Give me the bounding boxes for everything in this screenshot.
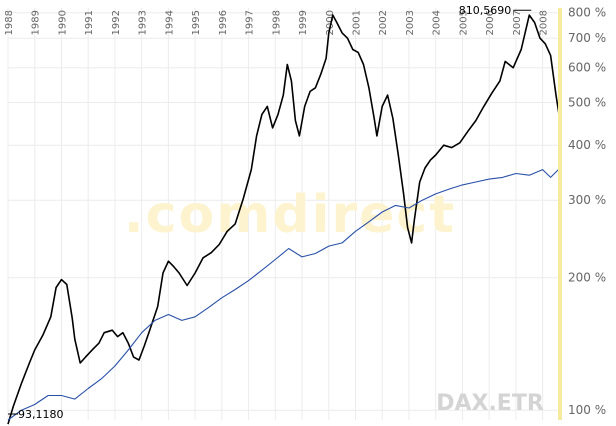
x-tick-label: 1995 (191, 10, 202, 35)
annotations: 810,5690 93,1180 (8, 4, 532, 421)
series-line-primary (7, 14, 561, 425)
y-tick-label: 100 % (568, 403, 606, 417)
y-tick-label: 700 % (568, 31, 606, 45)
x-tick-label: 1992 (111, 10, 122, 35)
y-tick-label: 500 % (568, 96, 606, 110)
x-tick-label: 1993 (138, 10, 149, 35)
max-label: 810,5690 (459, 4, 512, 17)
x-tick-label: 1998 (271, 10, 282, 35)
watermark-logo: .comdirect (124, 185, 456, 245)
x-tick-label: 2008 (539, 10, 550, 35)
min-label: 93,1180 (18, 408, 64, 421)
x-tick-label: 1991 (84, 10, 95, 35)
y-tick-label: 800 % (568, 6, 606, 20)
x-tick-label: 2003 (405, 10, 416, 35)
x-tick-label: 2005 (458, 10, 469, 35)
instrument-label: DAX.ETR (436, 391, 544, 416)
x-tick-label: 1988 (4, 10, 15, 35)
x-axis-ticks: 1988 1989 1990 1991 1992 1993 1994 1995 1996 1997… (4, 10, 550, 35)
x-tick-label: 1989 (31, 10, 42, 35)
y-tick-label: 400 % (568, 138, 606, 152)
x-tick-label: 1999 (298, 10, 309, 35)
x-tick-label: 2004 (432, 10, 443, 35)
y-tick-label: 600 % (568, 61, 606, 75)
x-tick-label: 2006 (485, 10, 496, 35)
x-tick-label: 1997 (245, 10, 256, 35)
x-tick-label: 2002 (378, 10, 389, 35)
y-tick-label: 300 % (568, 193, 606, 207)
y-axis-ticks: 100 % 200 % 300 % 400 % 500 % 600 % 700 % 800 % (568, 6, 606, 417)
x-tick-label: 2007 (512, 10, 523, 35)
y-tick-label: 200 % (568, 271, 606, 285)
x-tick-label: 1994 (164, 10, 175, 35)
x-tick-label: 2001 (352, 10, 363, 35)
series-line-secondary (7, 167, 561, 421)
x-tick-label: 1996 (218, 10, 229, 35)
series-group (7, 14, 561, 425)
x-tick-label: 1990 (57, 10, 68, 35)
